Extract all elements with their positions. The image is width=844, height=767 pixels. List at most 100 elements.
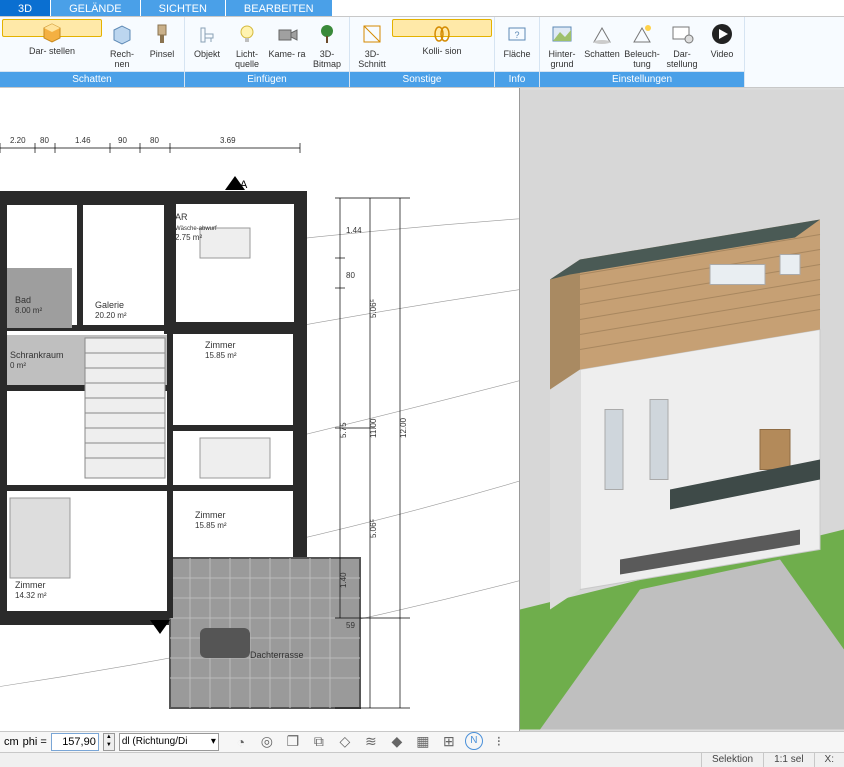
tb-grid2-icon[interactable]: ⊞ [439, 732, 459, 752]
tab-3d[interactable]: 3D [0, 0, 51, 16]
pane-3dview[interactable] [520, 88, 844, 731]
svg-text:20.20 m²: 20.20 m² [95, 311, 127, 320]
svg-text:15.85 m²: 15.85 m² [195, 521, 227, 530]
tab-bearbeiten[interactable]: BEARBEITEN [226, 0, 333, 16]
btn-beleuchtung[interactable]: Beleuch- tung [622, 19, 662, 71]
tb-eraser-icon[interactable]: ◇ [335, 732, 355, 752]
svg-text:?: ? [514, 30, 519, 40]
svg-text:90: 90 [118, 136, 127, 145]
svg-text:2.20: 2.20 [10, 136, 26, 145]
phi-input[interactable] [51, 733, 99, 751]
group-label-info: Info [495, 71, 539, 87]
group-label-einstellungen: Einstellungen [540, 71, 744, 87]
ribbon-group-sonstige: 3D- Schnitt Kolli- sion Sonstige [350, 17, 495, 87]
status-scale: 1:1 sel [763, 753, 813, 767]
pane-floorplan[interactable]: 2.20 80 1.46 90 80 3.69 1.44 80 5.06⁵ 5.… [0, 88, 520, 731]
svg-text:1.44: 1.44 [346, 226, 362, 235]
btn-3d-bitmap[interactable]: 3D- Bitmap [307, 19, 347, 71]
btn-3d-schnitt[interactable]: 3D- Schnitt [352, 19, 392, 71]
lightbulb-icon [234, 21, 260, 47]
status-selektion: Selektion [701, 753, 763, 767]
room-dachterrasse: Dachterrasse [250, 650, 304, 660]
svg-text:11.00: 11.00 [369, 418, 378, 438]
svg-text:A: A [240, 179, 248, 191]
btn-objekt[interactable]: Objekt [187, 19, 227, 71]
room-zimmer1: Zimmer [205, 340, 236, 350]
tree-icon [314, 21, 340, 47]
tb-grid1-icon[interactable]: ▦ [413, 732, 433, 752]
ribbon-group-schatten: Dar- stellen Rech- nen Pinsel Schatten [0, 17, 185, 87]
svg-text:59: 59 [346, 621, 355, 630]
btn-video[interactable]: Video [702, 19, 742, 71]
status-x: X: [814, 753, 844, 767]
background-icon [549, 21, 575, 47]
collision-icon [429, 20, 455, 44]
ribbon: Dar- stellen Rech- nen Pinsel Schatten [0, 17, 844, 88]
tb-info-icon[interactable]: ⁝ [489, 732, 509, 752]
svg-text:15.85 m²: 15.85 m² [205, 351, 237, 360]
svg-text:80: 80 [40, 136, 49, 145]
lighting-icon [629, 21, 655, 47]
menu-tabs: 3D GELÄNDE SICHTEN BEARBEITEN [0, 0, 844, 17]
mode-select[interactable]: dl (Richtung/Di▾ [119, 733, 219, 751]
room-zimmer3: Zimmer [15, 580, 46, 590]
room-zimmer2: Zimmer [195, 510, 226, 520]
chair-icon [194, 21, 220, 47]
group-label-schatten: Schatten [0, 71, 184, 87]
svg-text:80: 80 [346, 271, 355, 280]
svg-text:5.06⁵: 5.06⁵ [369, 519, 378, 538]
ribbon-group-einstellungen: Hinter- grund Schatten Beleuch- tung Dar… [540, 17, 745, 87]
tb-plane-icon[interactable]: ◆ [387, 732, 407, 752]
tb-clock-icon[interactable]: ◔ [231, 732, 251, 752]
room-bad: Bad [15, 295, 31, 305]
svg-text:3.69: 3.69 [220, 136, 236, 145]
tb-target-icon[interactable]: ◎ [257, 732, 277, 752]
svg-text:12.00: 12.00 [399, 417, 408, 438]
cube-calc-icon [109, 21, 135, 47]
play-icon [709, 21, 735, 47]
svg-text:8.00 m²: 8.00 m² [15, 306, 42, 315]
tb-copy-icon[interactable]: ⧉ [309, 732, 329, 752]
btn-darstellen[interactable]: Dar- stellen [2, 19, 102, 37]
svg-text:Wäsche-abwurf: Wäsche-abwurf [175, 226, 217, 232]
cube-shadow-icon [39, 20, 65, 44]
camera-icon [274, 21, 300, 47]
svg-text:5.06⁵: 5.06⁵ [369, 299, 378, 318]
tb-layers-icon[interactable]: ❐ [283, 732, 303, 752]
room-galerie: Galerie [95, 300, 124, 310]
btn-flaeche[interactable]: ? Fläche [497, 19, 537, 71]
tb-stack-icon[interactable]: ≋ [361, 732, 381, 752]
btn-hintergrund[interactable]: Hinter- grund [542, 19, 582, 71]
brush-icon [149, 21, 175, 47]
svg-text:14.32 m²: 14.32 m² [15, 591, 47, 600]
unit-label: cm [4, 736, 19, 748]
phi-stepper[interactable]: ▲▼ [103, 733, 115, 751]
svg-text:1.46: 1.46 [75, 136, 91, 145]
workspace: 2.20 80 1.46 90 80 3.69 1.44 80 5.06⁵ 5.… [0, 88, 844, 731]
tb-north-icon[interactable]: N [465, 732, 483, 750]
btn-kollision[interactable]: Kolli- sion [392, 19, 492, 37]
group-label-einfuegen: Einfügen [185, 71, 349, 87]
btn-pinsel[interactable]: Pinsel [142, 19, 182, 71]
svg-text:80: 80 [150, 136, 159, 145]
tab-gelaende[interactable]: GELÄNDE [51, 0, 141, 16]
svg-text:5.75: 5.75 [339, 422, 348, 438]
btn-darstellung[interactable]: Dar- stellung [662, 19, 702, 71]
btn-schatten-einst[interactable]: Schatten [582, 19, 622, 71]
ribbon-group-info: ? Fläche Info [495, 17, 540, 87]
display-icon [669, 21, 695, 47]
svg-text:1.40: 1.40 [339, 572, 348, 588]
phi-label: phi = [23, 736, 47, 748]
group-label-sonstige: Sonstige [350, 71, 494, 87]
svg-text:2.75 m²: 2.75 m² [175, 233, 202, 242]
btn-lichtquelle[interactable]: Licht- quelle [227, 19, 267, 71]
shadow-icon [589, 21, 615, 47]
bottom-toolbar: cm phi = ▲▼ dl (Richtung/Di▾ ◔ ◎ ❐ ⧉ ◇ ≋… [0, 731, 844, 752]
btn-rechnen[interactable]: Rech- nen [102, 19, 142, 71]
tab-sichten[interactable]: SICHTEN [141, 0, 226, 16]
area-icon: ? [504, 21, 530, 47]
btn-kamera[interactable]: Kame- ra [267, 19, 307, 71]
svg-text:0 m²: 0 m² [10, 361, 26, 370]
ribbon-group-einfuegen: Objekt Licht- quelle Kame- ra 3D- Bitmap [185, 17, 350, 87]
room-ar: AR [175, 212, 188, 222]
